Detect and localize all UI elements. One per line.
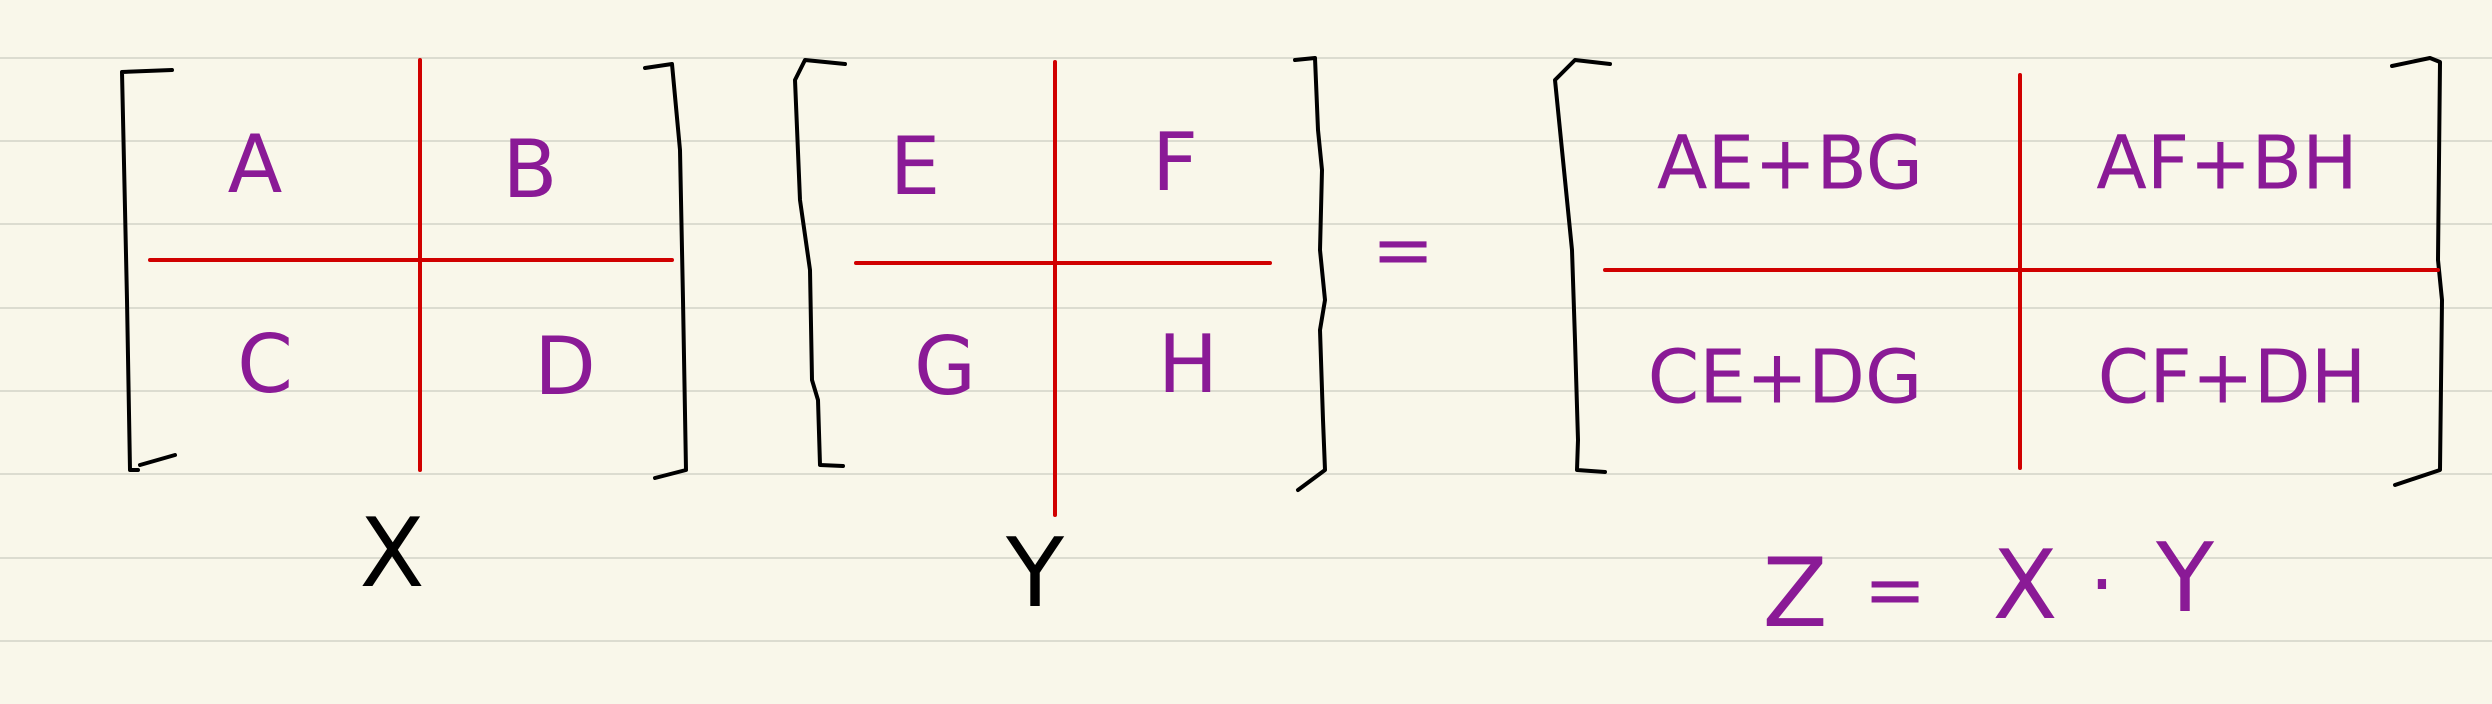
- matrix-z: AE+BG AF+BH CE+DG CF+DH: [1553, 56, 2444, 487]
- ruled-lines: [0, 57, 2492, 642]
- matrix-y-cell-h: H: [1158, 318, 1218, 411]
- matrix-y-cell-f: F: [1152, 116, 1198, 209]
- matrix-y-cell-g: G: [914, 320, 976, 413]
- matrix-x-left-bracket: [120, 68, 177, 472]
- equation-z-equals-x-dot-y: Z = X · Y: [1762, 524, 2215, 649]
- matrix-y-left-bracket: [793, 58, 847, 468]
- matrix-x-label: X: [359, 499, 424, 609]
- matrix-y-right-bracket: [1293, 56, 1327, 492]
- matrix-x-cell-b: B: [503, 123, 558, 216]
- equation-y: Y: [2155, 524, 2215, 634]
- equals-sign: =: [1372, 206, 1435, 294]
- matrix-x-cell-d: D: [534, 320, 596, 413]
- matrix-y-label: Y: [1005, 519, 1065, 629]
- matrix-z-cell-ce-dg: CE+DG: [1648, 335, 1923, 421]
- matrix-y: E F G H: [793, 56, 1327, 517]
- matrix-z-cell-ae-bg: AE+BG: [1657, 121, 1923, 207]
- matrix-x-right-bracket: [643, 62, 688, 480]
- equation-equals: =: [1864, 546, 1927, 634]
- matrix-z-left-bracket: [1553, 58, 1612, 474]
- matrix-z-cell-af-bh: AF+BH: [2096, 121, 2358, 207]
- matrix-y-cell-e: E: [890, 120, 941, 213]
- equation-dot: ·: [2089, 538, 2114, 631]
- equation-z: Z: [1762, 539, 1827, 649]
- matrix-z-right-bracket: [2390, 56, 2444, 487]
- matrix-z-cell-cf-dh: CF+DH: [2098, 335, 2367, 421]
- matrix-x: A B C D: [120, 58, 688, 480]
- matrix-x-cell-a: A: [228, 118, 283, 211]
- equation-x: X: [1992, 531, 2057, 641]
- matrix-x-cell-c: C: [237, 318, 293, 411]
